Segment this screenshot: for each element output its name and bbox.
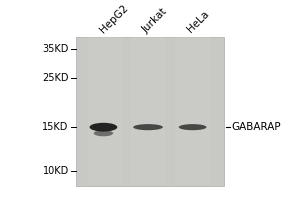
Text: 25KD: 25KD (42, 73, 69, 83)
Text: GABARAP: GABARAP (231, 122, 281, 132)
Text: HepG2: HepG2 (98, 3, 130, 35)
Text: 10KD: 10KD (43, 166, 69, 176)
Bar (76, 37, 224, 186)
Bar (175, 37, 210, 186)
Text: HeLa: HeLa (185, 9, 211, 35)
Ellipse shape (133, 124, 163, 130)
Ellipse shape (94, 130, 113, 136)
Ellipse shape (90, 123, 117, 132)
Text: 15KD: 15KD (42, 122, 69, 132)
Ellipse shape (179, 124, 206, 130)
Bar (88, 37, 123, 186)
Text: Jurkat: Jurkat (141, 6, 170, 35)
Text: 35KD: 35KD (42, 44, 69, 54)
Bar (131, 37, 165, 186)
